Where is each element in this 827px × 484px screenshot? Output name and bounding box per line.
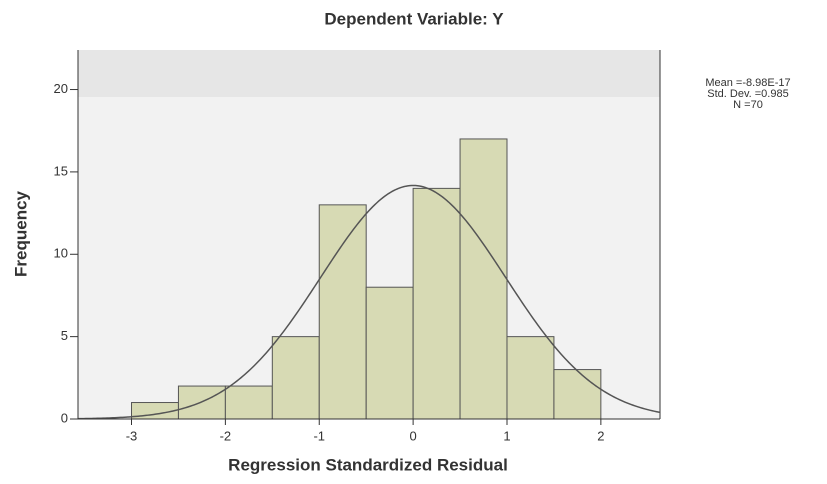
- x-tick-label: -1: [313, 428, 325, 443]
- y-tick-label: 5: [61, 328, 68, 343]
- bar: [318, 204, 367, 420]
- bar: [412, 187, 461, 420]
- y-tick-label: 20: [54, 81, 68, 96]
- bar: [224, 385, 273, 420]
- legend-stat: Mean =-8.98E-17: [705, 77, 790, 89]
- chart-title: Dependent Variable: Y: [324, 9, 504, 28]
- plot-top-band: [78, 50, 660, 97]
- x-tick-label: 1: [503, 428, 510, 443]
- y-axis-label: Frequency: [11, 190, 30, 277]
- x-axis-label: Regression Standardized Residual: [228, 455, 508, 474]
- legend-stat: N =70: [733, 99, 763, 111]
- bar: [271, 336, 320, 420]
- legend-stat: Std. Dev. =0.985: [707, 88, 788, 100]
- normal-curve: [77, 184, 661, 420]
- x-tick-label: 2: [597, 428, 604, 443]
- bar: [459, 138, 508, 420]
- y-tick-label: 10: [54, 246, 68, 261]
- bar: [553, 369, 602, 420]
- x-tick-label: -3: [126, 428, 138, 443]
- x-tick-label: 0: [410, 428, 417, 443]
- bar: [506, 336, 555, 420]
- y-tick-label: 15: [54, 163, 68, 178]
- y-tick-label: 0: [61, 410, 68, 425]
- bar: [365, 286, 414, 420]
- x-tick-label: -2: [220, 428, 232, 443]
